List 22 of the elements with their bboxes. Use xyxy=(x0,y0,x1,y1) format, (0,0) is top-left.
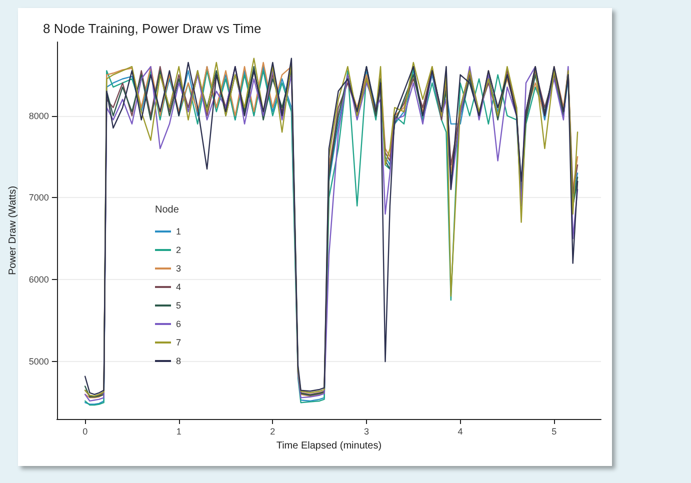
x-axis-title: Time Elapsed (minutes) xyxy=(276,440,382,452)
legend-label: 7 xyxy=(176,338,182,348)
chart-title: 8 Node Training, Power Draw vs Time xyxy=(43,21,262,36)
legend-label: 8 xyxy=(176,356,182,366)
x-tick-label: 4 xyxy=(458,426,463,436)
legend-label: 5 xyxy=(176,300,182,310)
x-tick-label: 2 xyxy=(270,426,276,436)
x-tick-label: 3 xyxy=(364,426,369,436)
legend-label: 3 xyxy=(176,264,182,274)
legend-label: 2 xyxy=(176,245,182,255)
y-tick-label: 6000 xyxy=(28,274,49,285)
legend-label: 6 xyxy=(176,319,182,329)
x-tick-label: 0 xyxy=(82,426,88,436)
legend-label: 4 xyxy=(176,282,182,292)
legend-title: Node xyxy=(155,204,180,216)
legend-label: 1 xyxy=(176,226,182,236)
y-axis-title: Power Draw (Watts) xyxy=(8,186,18,276)
y-tick-label: 8000 xyxy=(28,110,49,121)
x-tick-label: 5 xyxy=(552,426,557,436)
y-tick-label: 5000 xyxy=(28,356,49,367)
x-tick-label: 1 xyxy=(176,426,182,436)
y-tick-label: 7000 xyxy=(28,192,49,203)
